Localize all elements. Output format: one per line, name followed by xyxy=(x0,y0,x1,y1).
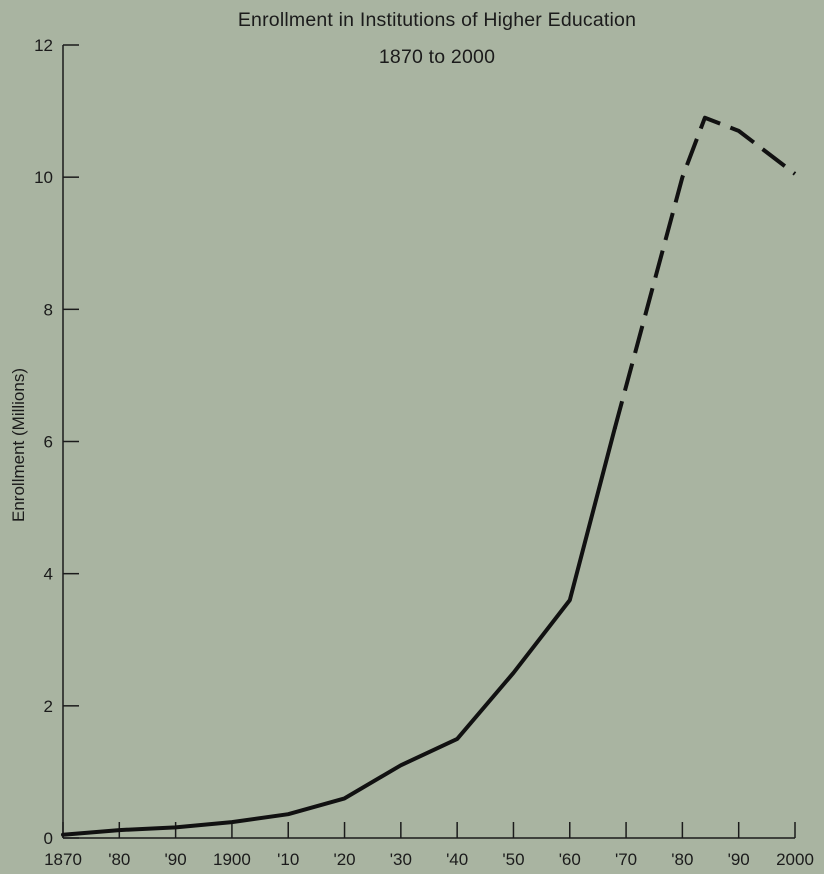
y-tick-label: 10 xyxy=(34,168,53,187)
x-tick-label: '80 xyxy=(671,850,693,869)
x-tick-label: '70 xyxy=(615,850,637,869)
series-line-projected xyxy=(612,115,797,429)
y-tick-label: 12 xyxy=(34,36,53,55)
x-axis: 1870 '80 '90 1900 '10 '20 '30 '40 '50 '60 '70 '80 '9… xyxy=(44,822,814,869)
x-tick-label: 1870 xyxy=(44,850,82,869)
x-tick-label: '30 xyxy=(390,850,412,869)
x-tick-label: '20 xyxy=(333,850,355,869)
x-tick-label: '90 xyxy=(165,850,187,869)
y-tick-label: 0 xyxy=(44,829,53,848)
y-tick-label: 6 xyxy=(44,433,53,452)
y-tick-label: 4 xyxy=(44,565,53,584)
y-tick-label: 2 xyxy=(44,697,53,716)
chart-title: Enrollment in Institutions of Higher Edu… xyxy=(238,9,636,31)
y-axis: 0 2 4 6 8 10 12 xyxy=(34,36,79,848)
x-tick-label: '90 xyxy=(728,850,750,869)
chart-subtitle: 1870 to 2000 xyxy=(379,46,495,68)
y-tick-label: 8 xyxy=(44,300,53,319)
y-axis-label: Enrollment (Millions) xyxy=(9,368,28,522)
x-tick-label: '40 xyxy=(446,850,468,869)
x-tick-label: '60 xyxy=(559,850,581,869)
x-tick-label: '80 xyxy=(108,850,130,869)
x-tick-label: '50 xyxy=(502,850,524,869)
series-line-actual xyxy=(61,426,617,837)
x-tick-label: 1900 xyxy=(213,850,251,869)
x-tick-label: '10 xyxy=(277,850,299,869)
x-tick-label: 2000 xyxy=(776,850,814,869)
series-layer xyxy=(61,115,797,837)
